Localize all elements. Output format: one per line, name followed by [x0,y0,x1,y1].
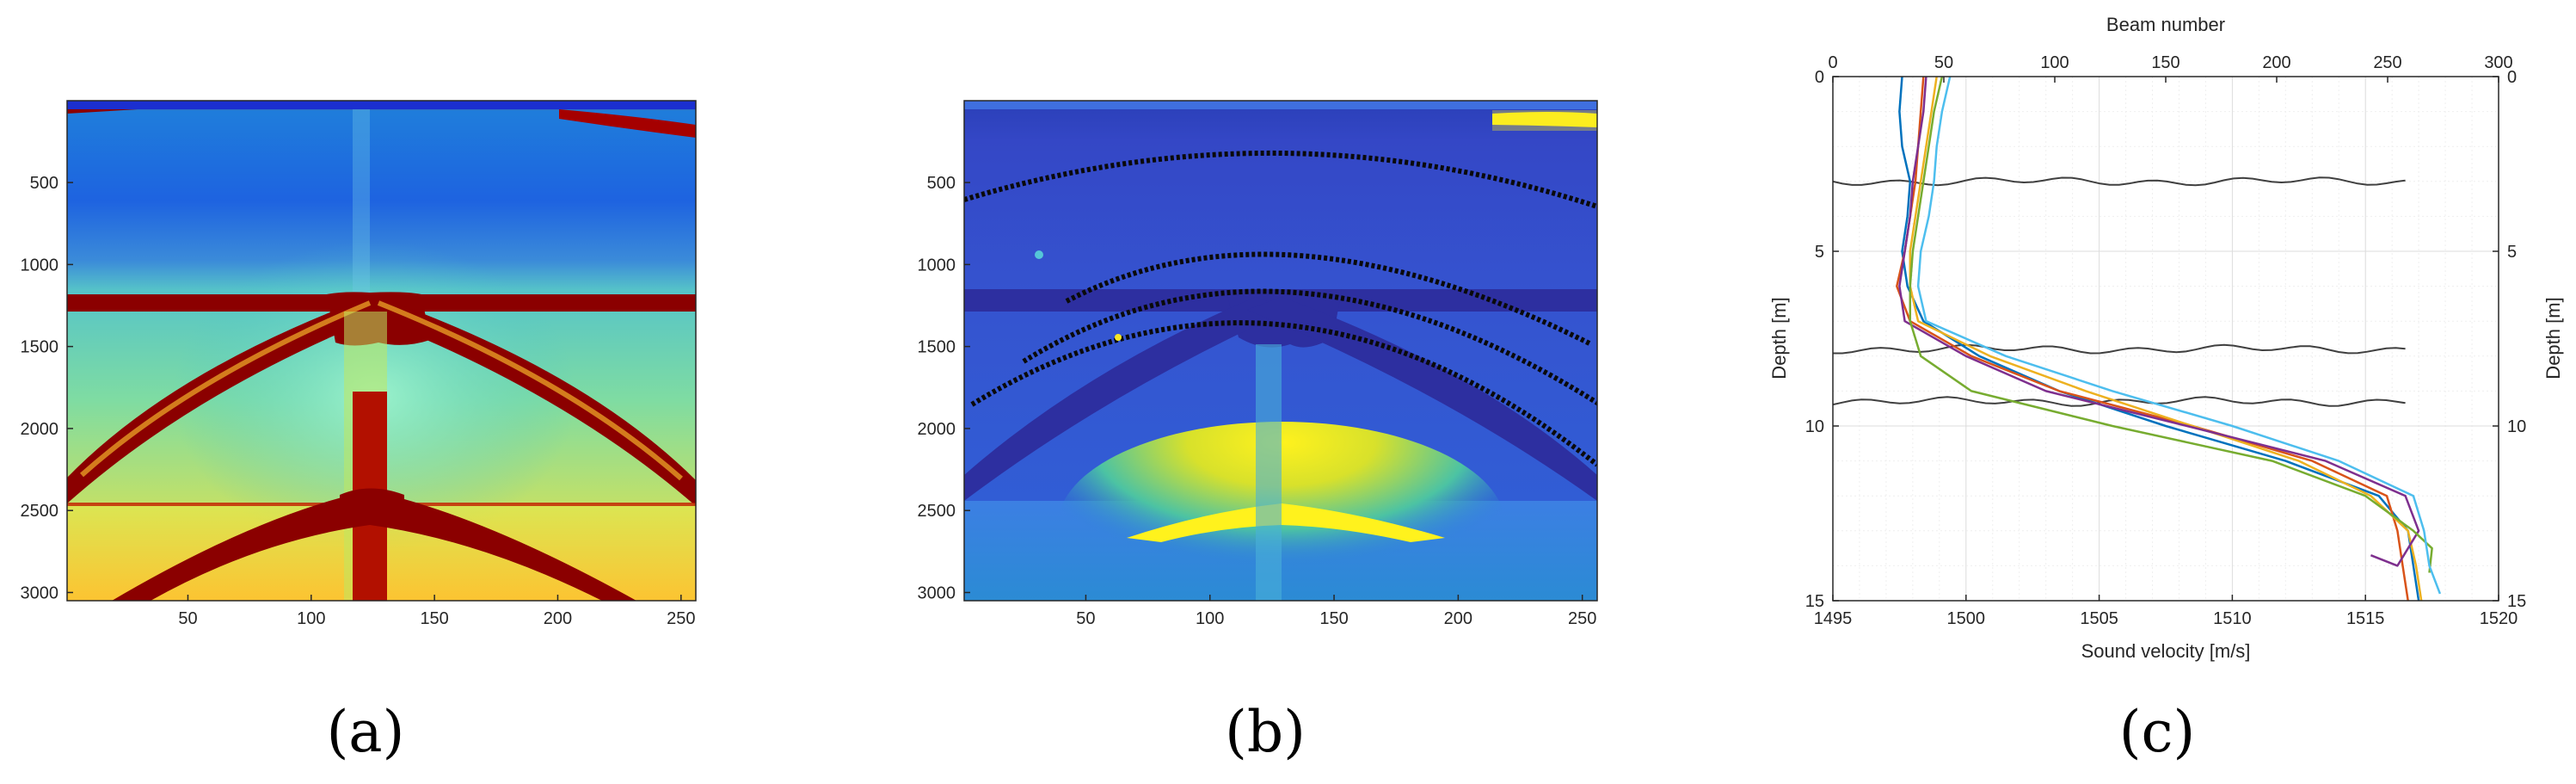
panel-b-frame [963,100,1598,602]
panel-c-x2-tick-label: 300 [2484,53,2512,72]
panel-a-frame [66,100,697,602]
panel-c-beam-profile-line [1833,343,2406,355]
panel-c-x2-title: Beam number [2106,14,2225,35]
panel-c-x2-tick-label: 200 [2262,53,2290,72]
panel-c-y2-tick-label: 15 [2507,592,2526,611]
panel-c-series-line-1 [1898,77,2420,601]
panel-a-x-tick-label: 100 [297,609,325,628]
panel-a-x-tick-label: 250 [667,609,695,628]
panel-b-x-tick-label: 50 [1076,609,1095,628]
panel-b-label: (b) [1225,699,1306,765]
panel-a-y-tick-label: 500 [30,174,58,193]
panel-c-x-tick-label: 1520 [2480,609,2518,628]
panel-c-y-tick-label: 10 [1805,417,1824,436]
panel-c-beam-profile-line [1833,396,2406,407]
panel-c-y2-tick-label: 5 [2507,243,2517,262]
panel-a: 50 100 150 200 250 500 1000 1500 2000 2500 3000 (a… [21,100,697,765]
panel-b-x-tick-label: 100 [1196,609,1224,628]
panel-c-x-tick-label: 1510 [2213,609,2252,628]
panel-c-beam-profile-line [1833,176,2406,187]
panel-c-x-title: Sound velocity [m/s] [2081,640,2251,662]
panel-b-y-tick-label: 500 [927,174,956,193]
panel-a-label: (a) [327,699,405,765]
panel-c-y-tick-label: 5 [1815,243,1824,262]
panel-b-x-tick-label: 250 [1568,609,1596,628]
panel-c-y2-tick-label: 0 [2507,68,2517,87]
panel-a-x-tick-label: 50 [178,609,197,628]
panel-c-series-line-2 [1896,77,2409,601]
panel-b-y-tick-label: 3000 [918,583,956,602]
panel-a-y-tick-label: 1500 [21,338,59,357]
panel-b-image [964,101,1597,601]
panel-c-grid [1832,76,2499,602]
panel-c-x2-tick-label: 150 [2151,53,2179,72]
panel-b-x-tick-label: 200 [1444,609,1472,628]
panel-a-y-tick-label: 2000 [21,420,59,439]
panel-b-markers [964,151,1597,467]
panel-b-ticks: 50 100 150 200 250 500 1000 1500 2000 2500 3000 [918,174,1597,628]
panel-a-x-tick-label: 150 [420,609,448,628]
panel-b-y-tick-label: 2000 [918,420,956,439]
panel-c-x-tick-label: 1495 [1814,609,1853,628]
panel-c-x2-tick-label: 250 [2373,53,2401,72]
panel-c-label: (c) [2119,699,2195,765]
panel-c-x-tick-label: 1515 [2346,609,2385,628]
panel-c-series-line-5 [1909,77,2433,573]
panel-c-x-tick-label: 1505 [2080,609,2118,628]
panel-a-image [67,101,696,601]
panel-c-series-line-4 [1898,77,2420,567]
panel-c-y-tick-label: 15 [1805,592,1824,611]
panel-c-y2-title: Depth [m] [2542,297,2564,379]
panel-a-y-tick-label: 1000 [21,256,59,275]
panel-c-x2-tick-label: 50 [1934,53,1953,72]
panel-a-y-tick-label: 3000 [21,583,59,602]
panel-c-y-title: Depth [m] [1768,297,1790,379]
panel-b-y-tick-label: 1500 [918,338,956,357]
panel-c-series-line-6 [1916,77,2442,595]
panel-a-y-tick-label: 2500 [21,502,59,521]
panel-c-y-tick-label: 0 [1815,68,1824,87]
panel-b-x-tick-label: 150 [1319,609,1348,628]
panel-a-x-tick-label: 200 [544,609,572,628]
panel-c-x2-tick-label: 100 [2040,53,2069,72]
panel-b: 50 100 150 200 250 500 1000 1500 2000 2500 3000 (b… [918,100,1598,765]
panel-c-series [1833,77,2442,601]
panel-c-x-tick-label: 1500 [1947,609,1986,628]
panel-c-x2-tick-label: 0 [1828,53,1837,72]
panel-b-y-tick-label: 1000 [918,256,956,275]
panel-a-ticks: 50 100 150 200 250 500 1000 1500 2000 2500 3000 [21,174,696,628]
panel-c-y2-tick-label: 10 [2507,417,2526,436]
panel-b-y-tick-label: 2500 [918,502,956,521]
